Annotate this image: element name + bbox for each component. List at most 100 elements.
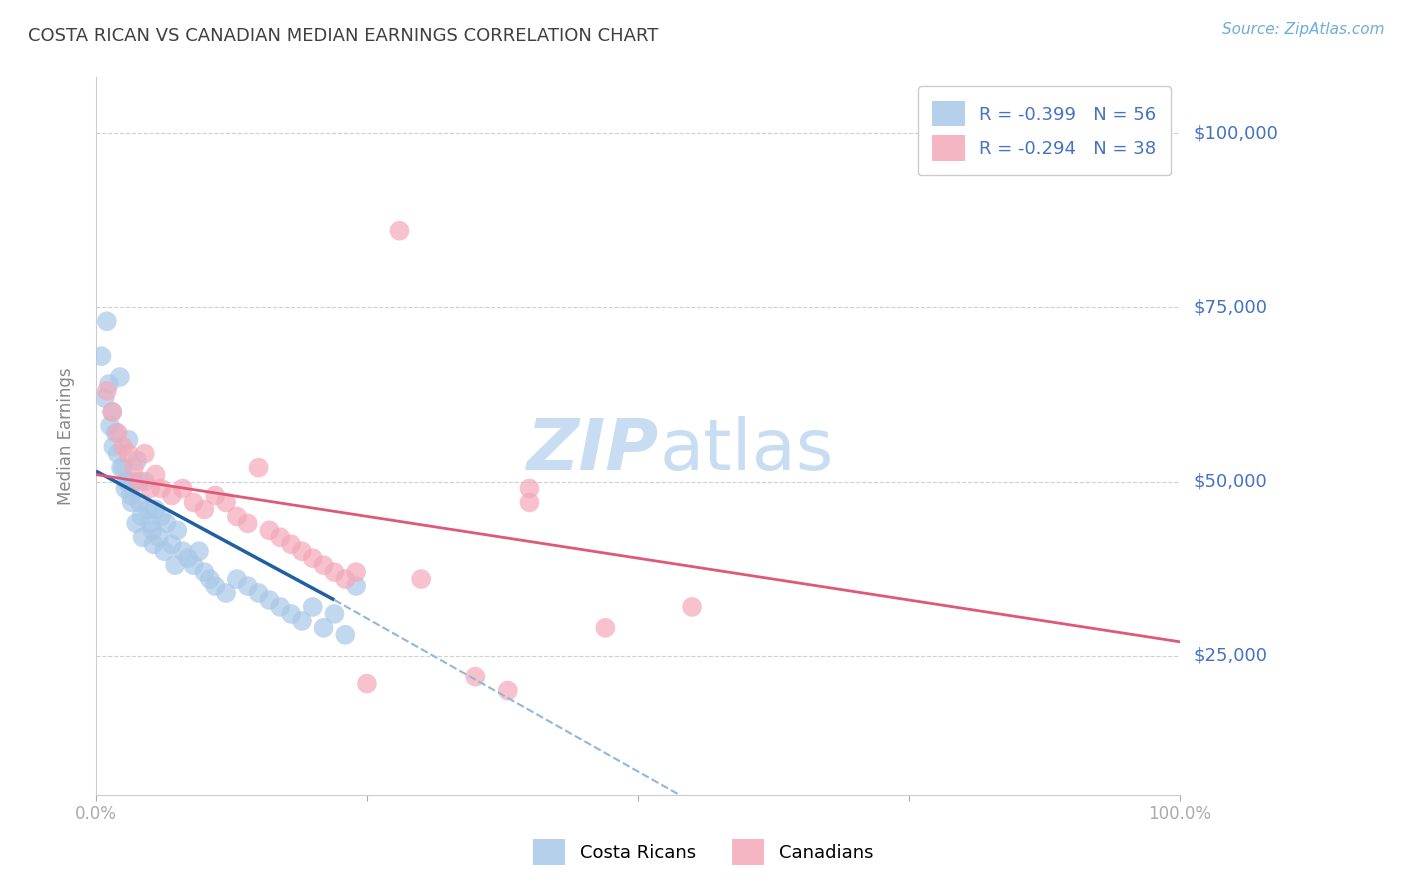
Point [323, 607, 346, 621]
Point [131, 530, 153, 544]
Point [519, 495, 541, 509]
Point [247, 586, 270, 600]
Point [204, 488, 226, 502]
Point [519, 482, 541, 496]
Text: atlas: atlas [659, 416, 834, 485]
Point [148, 530, 170, 544]
Point [198, 572, 221, 586]
Point [160, 488, 183, 502]
Point [344, 565, 367, 579]
Point [291, 544, 314, 558]
Point [122, 460, 145, 475]
Point [215, 586, 238, 600]
Point [128, 495, 150, 509]
Point [128, 475, 150, 489]
Point [225, 572, 247, 586]
Point [269, 530, 291, 544]
Point [247, 460, 270, 475]
Text: COSTA RICAN VS CANADIAN MEDIAN EARNINGS CORRELATION CHART: COSTA RICAN VS CANADIAN MEDIAN EARNINGS … [28, 27, 658, 45]
Point [150, 509, 173, 524]
Point [112, 460, 135, 475]
Point [96, 314, 118, 328]
Text: $25,000: $25,000 [1194, 647, 1268, 665]
Point [107, 447, 129, 461]
Point [496, 683, 519, 698]
Point [204, 579, 226, 593]
Point [269, 599, 291, 614]
Point [107, 425, 129, 440]
Point [127, 453, 149, 467]
Point [120, 488, 142, 502]
Point [104, 425, 127, 440]
Point [112, 440, 135, 454]
Point [155, 516, 177, 531]
Y-axis label: Median Earnings: Median Earnings [58, 368, 75, 505]
Point [131, 509, 153, 524]
Point [344, 579, 367, 593]
Point [153, 544, 176, 558]
Point [165, 558, 187, 573]
Point [236, 516, 259, 531]
Point [114, 482, 136, 496]
Point [93, 391, 115, 405]
Point [280, 537, 302, 551]
Point [101, 405, 124, 419]
Text: $75,000: $75,000 [1194, 298, 1268, 317]
Point [117, 433, 139, 447]
Point [291, 614, 314, 628]
Point [122, 475, 145, 489]
Point [177, 551, 200, 566]
Point [142, 537, 165, 551]
Point [172, 482, 194, 496]
Point [121, 495, 143, 509]
Point [225, 509, 247, 524]
Point [115, 475, 138, 489]
Point [160, 537, 183, 551]
Point [110, 460, 132, 475]
Point [388, 224, 411, 238]
Point [134, 447, 156, 461]
Legend: R = -0.399   N = 56, R = -0.294   N = 38: R = -0.399 N = 56, R = -0.294 N = 38 [918, 87, 1171, 176]
Point [301, 551, 323, 566]
Point [145, 502, 167, 516]
Point [183, 495, 205, 509]
Point [681, 599, 703, 614]
Point [312, 558, 335, 573]
Point [134, 475, 156, 489]
Point [335, 572, 357, 586]
Point [236, 579, 259, 593]
Point [595, 621, 617, 635]
Point [98, 418, 121, 433]
Point [150, 482, 173, 496]
Point [101, 405, 124, 419]
Point [136, 502, 159, 516]
Point [259, 593, 281, 607]
Point [259, 524, 281, 538]
Point [323, 565, 346, 579]
Point [215, 495, 238, 509]
Point [335, 628, 357, 642]
Point [193, 502, 215, 516]
Point [90, 349, 112, 363]
Point [103, 440, 125, 454]
Point [139, 516, 162, 531]
Legend: Costa Ricans, Canadians: Costa Ricans, Canadians [523, 830, 883, 874]
Point [117, 447, 139, 461]
Point [125, 516, 148, 531]
Point [108, 370, 131, 384]
Point [193, 565, 215, 579]
Point [96, 384, 118, 398]
Point [312, 621, 335, 635]
Text: ZIP: ZIP [527, 416, 659, 485]
Point [172, 544, 194, 558]
Point [356, 676, 378, 690]
Point [141, 524, 163, 538]
Point [464, 670, 486, 684]
Text: $50,000: $50,000 [1194, 473, 1267, 491]
Point [280, 607, 302, 621]
Point [183, 558, 205, 573]
Point [139, 482, 162, 496]
Point [411, 572, 433, 586]
Point [301, 599, 323, 614]
Point [98, 376, 121, 391]
